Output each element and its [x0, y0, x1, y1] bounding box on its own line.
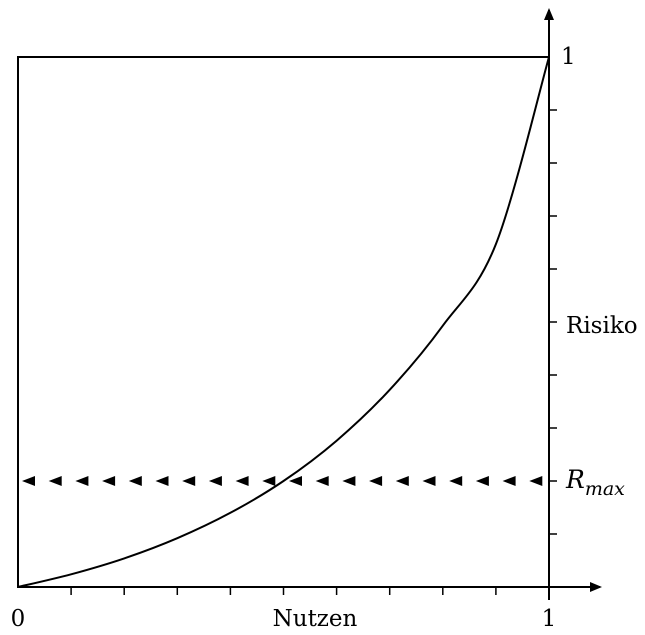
- threshold-arrowhead: [235, 476, 249, 486]
- threshold-arrowhead: [369, 476, 383, 486]
- threshold-arrowhead: [182, 476, 196, 486]
- r-max-threshold-arrows: [22, 476, 543, 486]
- threshold-arrowhead: [48, 476, 62, 486]
- threshold-arrowhead: [529, 476, 543, 486]
- r-max-label-subscript: max: [585, 478, 625, 500]
- threshold-arrowhead: [502, 476, 516, 486]
- threshold-arrowhead: [449, 476, 463, 486]
- x-tick-label-0: 0: [11, 606, 26, 632]
- threshold-arrowhead: [475, 476, 489, 486]
- threshold-arrowhead: [395, 476, 409, 486]
- threshold-arrowhead: [102, 476, 116, 486]
- y-axis-ticks: [549, 109, 557, 535]
- threshold-arrowhead: [75, 476, 89, 486]
- series-line: [17, 56, 550, 588]
- threshold-arrowhead: [128, 476, 142, 486]
- threshold-arrowhead: [208, 476, 222, 486]
- threshold-arrowhead: [289, 476, 302, 486]
- threshold-arrowhead: [155, 476, 169, 486]
- threshold-arrowhead: [342, 476, 356, 486]
- y-tick-label-1: 1: [561, 44, 576, 70]
- threshold-arrowhead: [262, 476, 276, 486]
- y-axis-label: Risiko: [566, 313, 638, 339]
- threshold-arrowhead: [22, 476, 35, 486]
- x-tick-label-1: 1: [542, 606, 557, 632]
- r-max-label: Rmax: [565, 465, 625, 500]
- x-axis-label: Nutzen: [273, 606, 358, 632]
- r-max-label-main: R: [565, 465, 585, 494]
- plot-frame: [17, 56, 550, 588]
- threshold-arrowhead: [315, 476, 329, 486]
- threshold-arrowhead: [422, 476, 436, 486]
- x-axis-ticks: [70, 587, 497, 595]
